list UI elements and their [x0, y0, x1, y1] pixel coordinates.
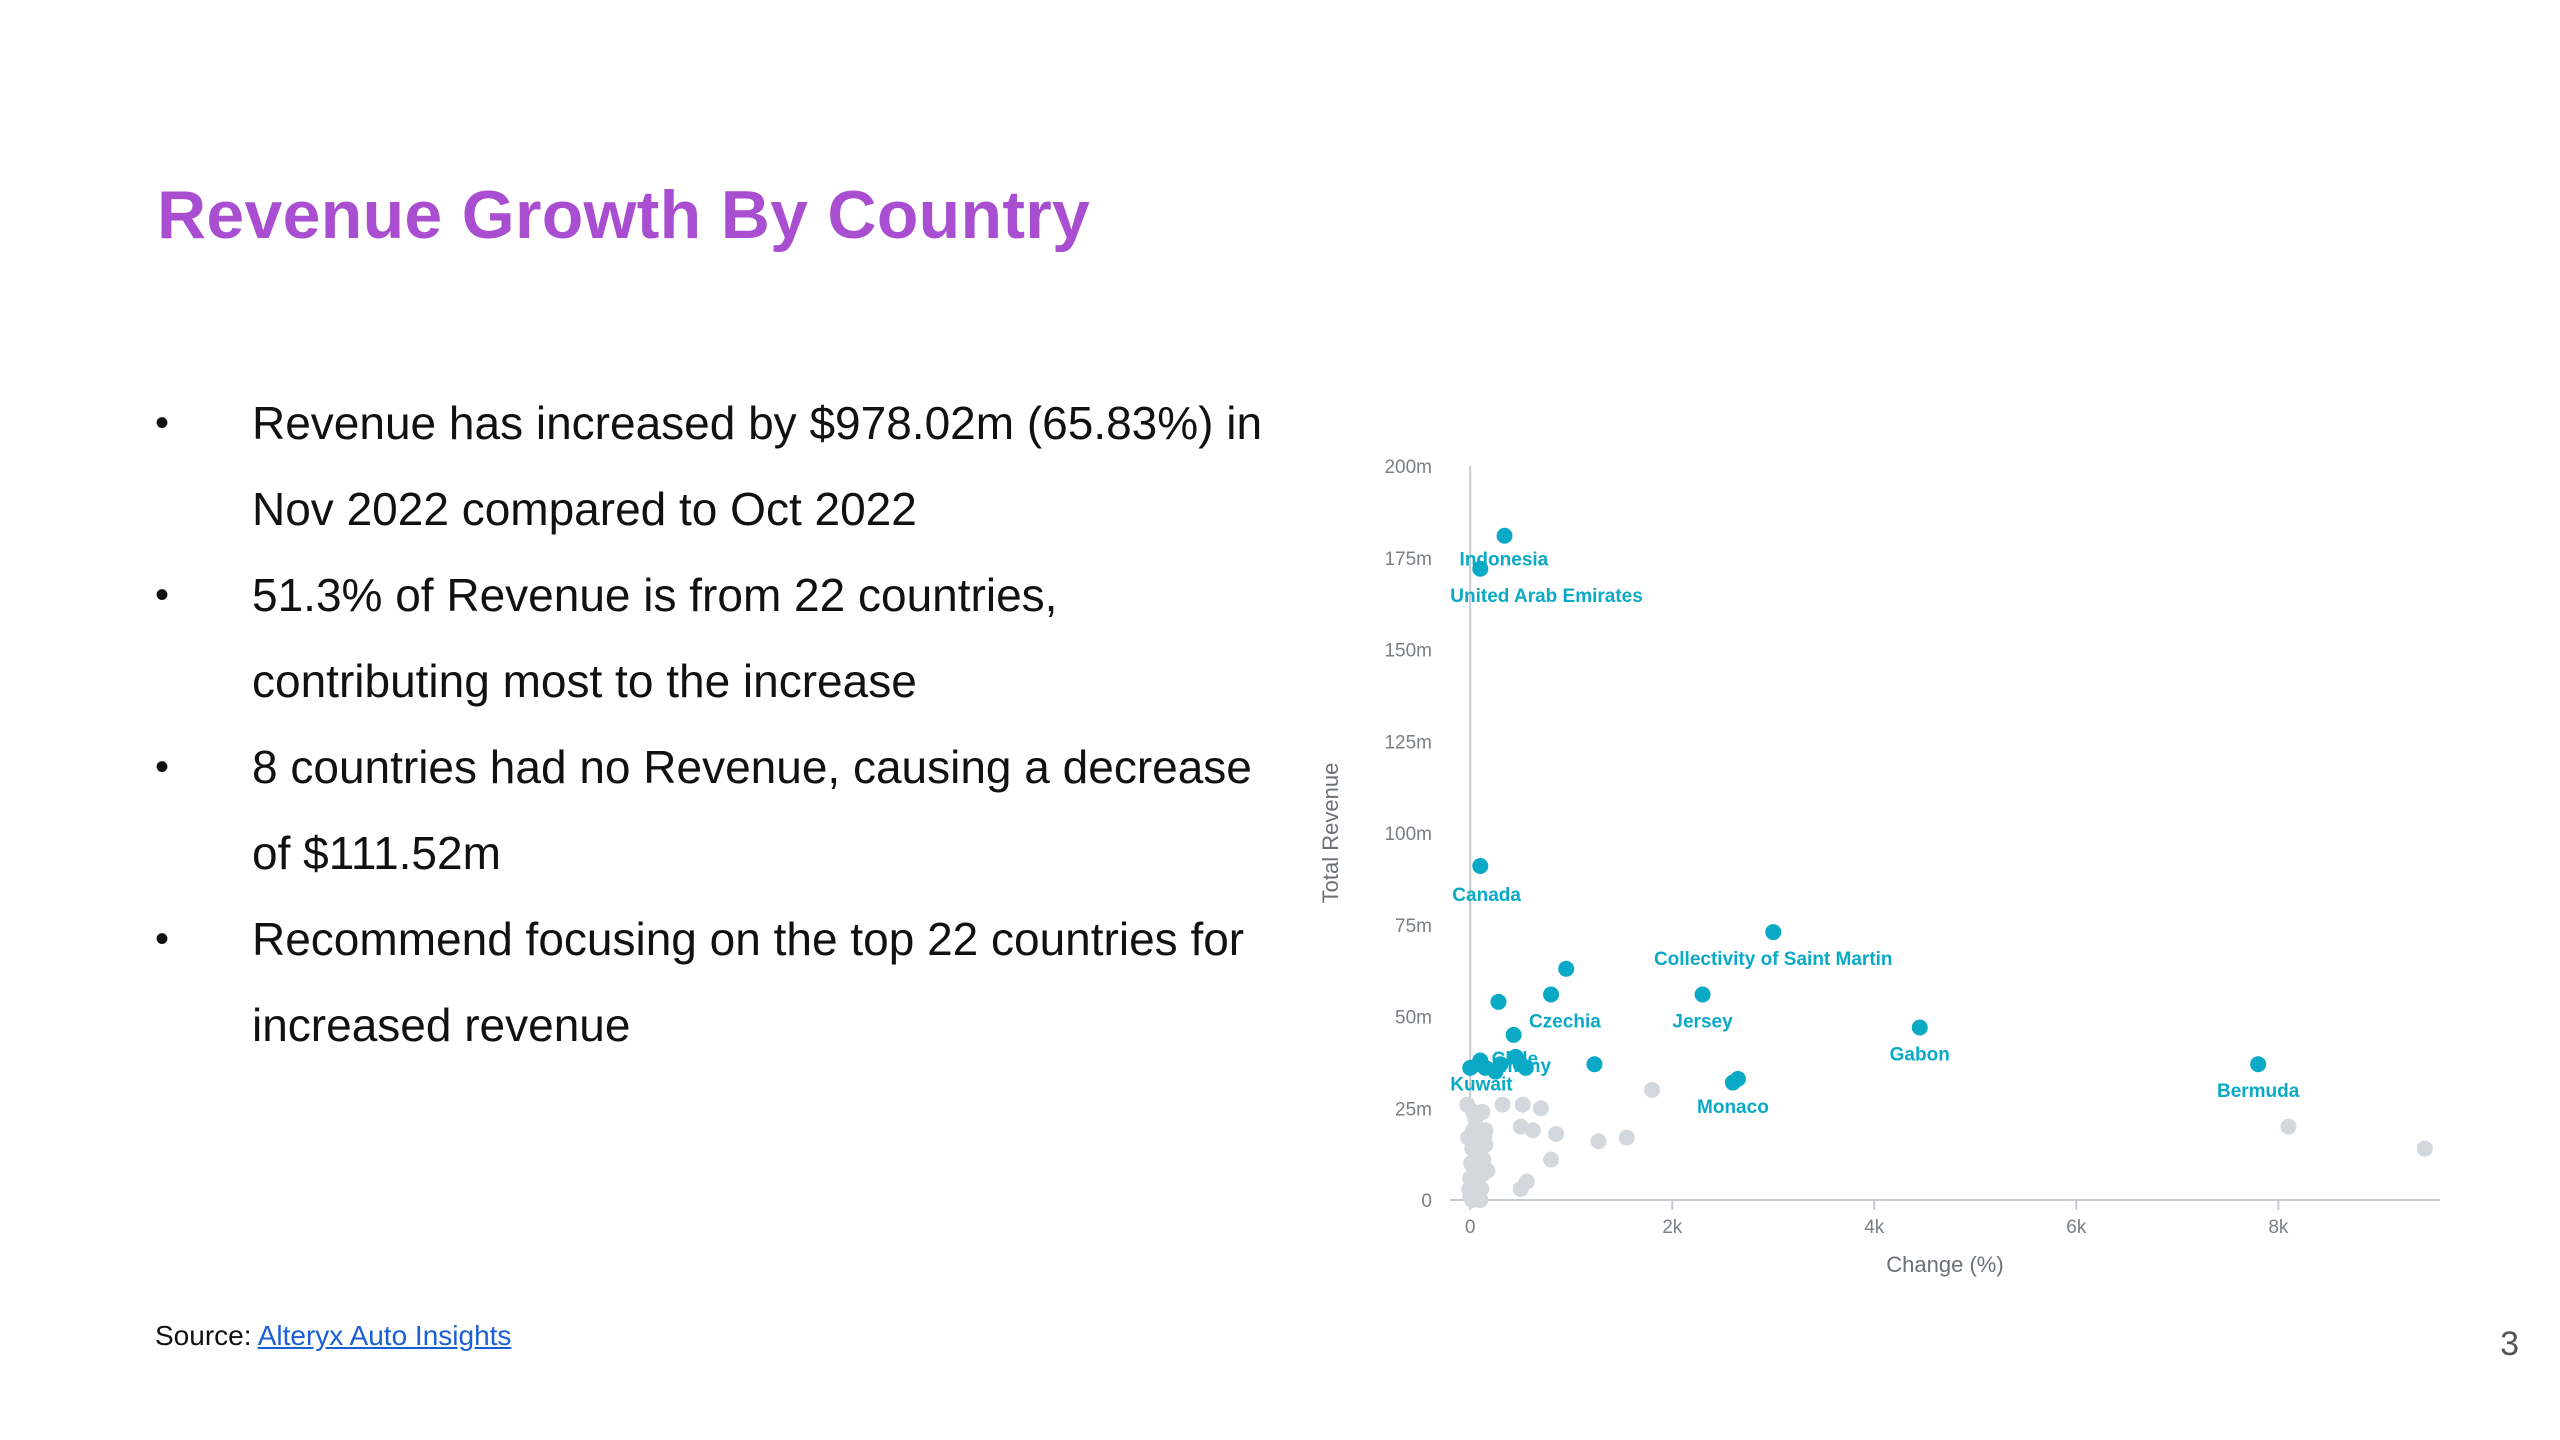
x-tick-label: 8k [2268, 1217, 2289, 1238]
bullet-marker: • [155, 401, 170, 445]
other-point [1532, 1100, 1549, 1117]
highlight-point [1490, 993, 1507, 1010]
point-label: Monaco [1697, 1097, 1769, 1118]
x-tick-label: 0 [1465, 1217, 1476, 1238]
other-point [1479, 1162, 1496, 1179]
other-point [1644, 1081, 1661, 1098]
x-tick-label: 4k [1864, 1217, 1885, 1238]
point-label: Chile [1492, 1049, 1538, 1070]
point-label: Canada [1452, 885, 1521, 906]
other-point [1460, 1129, 1477, 1146]
y-tick-label: 75m [1395, 916, 1432, 937]
point-label: Germany [1469, 1056, 1552, 1077]
highlight-point [1586, 1056, 1603, 1073]
y-tick-label: 25m [1395, 1099, 1432, 1120]
other-point [2416, 1140, 2433, 1157]
highlight-point [2250, 1056, 2267, 1073]
point-label: Jersey [1672, 1011, 1733, 1032]
bullet-item: • 8 countries had no Revenue, causing a … [150, 724, 1300, 896]
bullet-marker: • [155, 917, 170, 961]
y-tick-label: 0 [1421, 1191, 1432, 1212]
source-link[interactable]: Alteryx Auto Insights [257, 1320, 512, 1351]
highlight-point [1505, 1026, 1522, 1043]
other-point [1468, 1144, 1485, 1161]
highlight-point [1543, 986, 1560, 1003]
point-label: Kuwait [1450, 1075, 1513, 1096]
other-point [1618, 1129, 1635, 1146]
highlight-point [1911, 1019, 1928, 1036]
bullet-text: Recommend focusing on the top 22 countri… [252, 913, 1245, 1051]
bullet-text: 51.3% of Revenue is from 22 countries, c… [252, 569, 1058, 707]
slide-title: Revenue Growth By Country [157, 177, 1091, 253]
source-line: Source: Alteryx Auto Insights [155, 1320, 511, 1352]
y-tick-label: 175m [1384, 549, 1432, 570]
other-point [1590, 1133, 1607, 1150]
highlight-point [1472, 858, 1489, 875]
other-point [1465, 1103, 1482, 1120]
highlight-point [1496, 527, 1513, 544]
y-tick-label: 100m [1384, 824, 1432, 845]
y-tick-label: 50m [1395, 1008, 1432, 1029]
highlight-point [1724, 1074, 1741, 1091]
x-tick-label: 6k [2066, 1217, 2087, 1238]
highlight-point [1462, 1059, 1479, 1076]
other-point [1512, 1180, 1529, 1197]
x-axis-title: Change (%) [1886, 1252, 2003, 1277]
other-point [1476, 1129, 1493, 1146]
point-label: Bermuda [2217, 1081, 2300, 1102]
bullet-marker: • [155, 745, 170, 789]
y-tick-label: 125m [1384, 732, 1432, 753]
highlight-point [1517, 1059, 1534, 1076]
other-point [2280, 1118, 2297, 1135]
point-label: Czechia [1529, 1011, 1601, 1032]
bullet-marker: • [155, 573, 170, 617]
bullet-text: 8 countries had no Revenue, causing a de… [252, 741, 1252, 879]
source-label: Source: [155, 1320, 252, 1351]
y-axis-title: Total Revenue [1318, 763, 1343, 904]
y-tick-label: 200m [1384, 457, 1432, 478]
bullet-text: Revenue has increased by $978.02m (65.83… [252, 397, 1263, 535]
point-label: Gabon [1890, 1045, 1950, 1066]
highlight-point [1558, 960, 1575, 977]
scatter-chart: 0 25m 50m 75m 100m 125m 150m 175m 200m 0 2k 4k 6k 8k C… [1318, 457, 2440, 1277]
point-label: Collectivity of Saint Martin [1654, 949, 1893, 970]
highlight-point [1765, 924, 1782, 941]
highlight-point [1472, 560, 1489, 577]
x-tick-label: 2k [1662, 1217, 1683, 1238]
bullet-item: • 51.3% of Revenue is from 22 countries,… [150, 552, 1300, 724]
other-point [1472, 1192, 1489, 1208]
y-tick-label: 150m [1384, 641, 1432, 662]
point-label: Indonesia [1460, 550, 1549, 571]
other-point [1514, 1096, 1531, 1113]
other-point [1548, 1125, 1565, 1142]
page-number: 3 [2500, 1325, 2519, 1363]
point-label: United Arab Emirates [1450, 586, 1643, 607]
other-point [1494, 1096, 1511, 1113]
highlight-point [1694, 986, 1711, 1003]
bullet-item: • Recommend focusing on the top 22 count… [150, 896, 1300, 1068]
highlight-point [1507, 1048, 1524, 1065]
other-point [1512, 1118, 1529, 1135]
other-point [1524, 1122, 1541, 1139]
bullet-list: • Revenue has increased by $978.02m (65.… [150, 380, 1300, 1068]
other-point [1543, 1151, 1560, 1168]
bullet-item: • Revenue has increased by $978.02m (65.… [150, 380, 1300, 552]
highlight-point [1492, 1056, 1509, 1073]
